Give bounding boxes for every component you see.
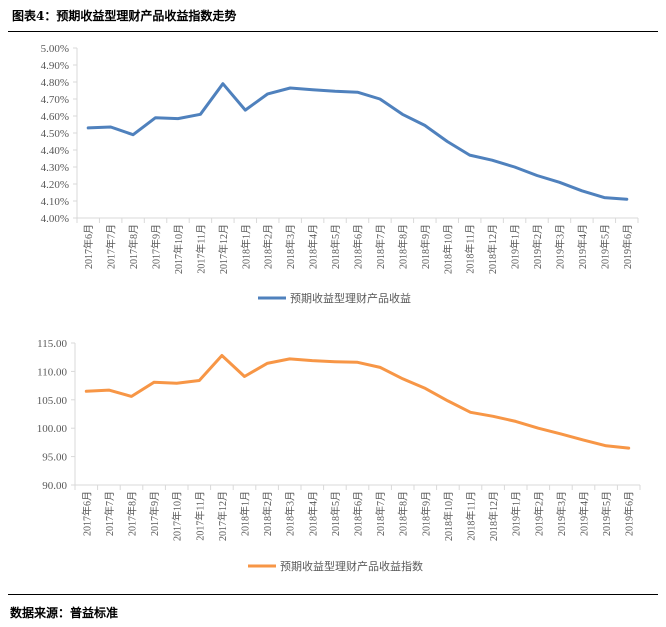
x-tick-label: 2018年12月 <box>487 491 500 541</box>
y-tick-label: 4.00% <box>41 213 69 225</box>
source-rule <box>8 594 658 595</box>
x-tick-label: 2017年12月 <box>217 224 230 274</box>
x-tick-label: 2017年9月 <box>148 491 161 536</box>
y-tick-label: 4.40% <box>41 145 69 157</box>
x-tick-label: 2018年3月 <box>284 491 297 536</box>
x-tick-label: 2018年1月 <box>239 224 252 269</box>
x-tick-label: 2019年1月 <box>509 224 522 269</box>
x-tick-label: 2018年8月 <box>396 224 409 269</box>
x-tick-label: 2018年4月 <box>307 224 320 269</box>
x-tick-label: 2019年3月 <box>555 491 568 536</box>
x-tick-label: 2019年3月 <box>553 224 566 269</box>
x-tick-label: 2018年1月 <box>239 491 252 536</box>
x-tick-label: 2017年8月 <box>126 491 139 536</box>
x-tick-label: 2018年4月 <box>306 491 319 536</box>
y-tick-label: 115.00 <box>37 338 67 350</box>
x-tick-label: 2018年11月 <box>465 491 478 541</box>
x-tick-label: 2019年2月 <box>531 224 544 269</box>
x-tick-label: 2018年6月 <box>352 224 365 269</box>
x-tick-label: 2017年6月 <box>82 224 95 269</box>
y-tick-label: 105.00 <box>37 395 68 407</box>
source-note: 数据来源：普益标准 <box>10 606 119 620</box>
x-tick-label: 2017年6月 <box>80 491 93 536</box>
y-tick-label: 4.10% <box>41 196 69 208</box>
series-line <box>86 82 629 201</box>
y-tick-label: 4.80% <box>41 77 69 89</box>
y-tick-label: 4.30% <box>41 162 69 174</box>
y-tick-label: 110.00 <box>37 366 67 378</box>
y-tick-label: 4.20% <box>41 179 69 191</box>
y-tick-label: 95.00 <box>42 452 67 464</box>
x-tick-label: 2018年8月 <box>397 491 410 536</box>
y-tick-label: 4.50% <box>41 128 69 140</box>
legend-label: 预期收益型理财产品收益 <box>290 291 411 305</box>
x-tick-label: 2018年7月 <box>374 491 387 536</box>
x-tick-label: 2018年5月 <box>329 491 342 536</box>
y-tick-label: 5.00% <box>41 43 69 55</box>
y-tick-label: 4.60% <box>41 111 69 123</box>
x-tick-label: 2019年4月 <box>578 491 591 536</box>
legend-label: 预期收益型理财产品收益指数 <box>280 559 423 573</box>
x-tick-label: 2018年12月 <box>486 224 499 274</box>
x-tick-label: 2018年9月 <box>419 491 432 536</box>
series-line <box>84 354 631 450</box>
x-tick-label: 2018年7月 <box>374 224 387 269</box>
x-tick-label: 2017年10月 <box>171 491 184 541</box>
x-tick-label: 2018年3月 <box>284 224 297 269</box>
x-tick-label: 2018年2月 <box>262 224 275 269</box>
x-tick-label: 2017年11月 <box>194 224 207 274</box>
title-rule <box>8 31 658 32</box>
x-tick-label: 2018年6月 <box>352 491 365 536</box>
x-tick-label: 2017年10月 <box>172 224 185 274</box>
figure-title: 图表4：预期收益型理财产品收益指数走势 <box>12 9 237 23</box>
x-tick-label: 2017年8月 <box>127 224 140 269</box>
x-tick-label: 2017年12月 <box>216 491 229 541</box>
x-tick-label: 2019年4月 <box>576 224 589 269</box>
y-tick-label: 100.00 <box>37 423 68 435</box>
x-tick-label: 2018年10月 <box>441 224 454 274</box>
x-tick-label: 2018年5月 <box>329 224 342 269</box>
y-tick-label: 4.90% <box>41 60 69 72</box>
y-tick-label: 4.70% <box>41 94 69 106</box>
x-tick-label: 2017年7月 <box>105 224 118 269</box>
x-tick-label: 2019年1月 <box>510 491 523 536</box>
index-chart: 90.00 95.00 100.00 105.00 110.00 115.00 2017年6… <box>37 338 641 573</box>
x-tick-label: 2018年9月 <box>419 224 432 269</box>
x-tick-label: 2018年10月 <box>442 491 455 541</box>
x-tick-label: 2019年5月 <box>600 491 613 536</box>
x-tick-label: 2017年7月 <box>103 491 116 536</box>
x-tick-label: 2018年11月 <box>464 224 477 274</box>
x-tick-label: 2018年2月 <box>261 491 274 536</box>
x-tick-label: 2019年6月 <box>623 491 636 536</box>
x-tick-label: 2017年11月 <box>193 491 206 541</box>
yield-chart: 4.00% 4.10% 4.20% 4.30% 4.40% 4.50% 4.60% 4.70%… <box>41 43 639 305</box>
x-tick-label: 2019年5月 <box>598 224 611 269</box>
x-tick-label: 2019年2月 <box>532 491 545 536</box>
x-tick-label: 2017年9月 <box>150 224 163 269</box>
y-tick-label: 90.00 <box>42 480 67 492</box>
x-tick-label: 2019年6月 <box>621 224 634 269</box>
